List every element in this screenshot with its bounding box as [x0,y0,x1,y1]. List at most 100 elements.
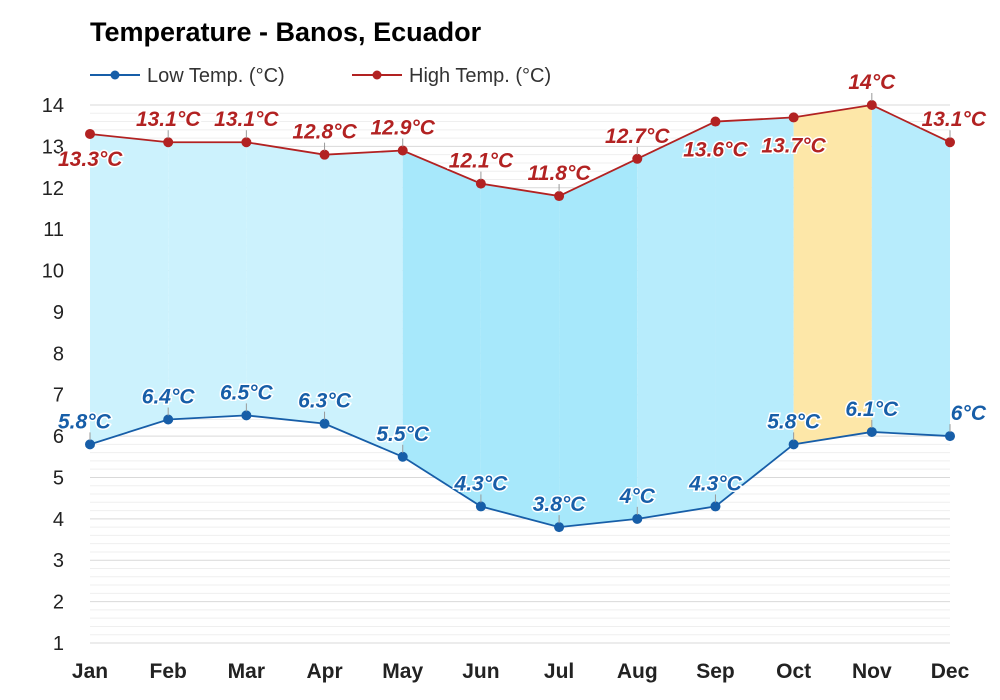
high-temp-label: 13.1°C [922,108,987,131]
low-temp-point[interactable] [945,431,955,442]
low-temp-point[interactable] [85,439,95,450]
high-temp-point[interactable] [241,137,252,148]
y-tick-label: 5 [53,467,64,489]
high-temp-point[interactable] [710,116,721,127]
high-temp-point[interactable] [397,145,408,156]
low-temp-label: 4.3°C [688,472,743,495]
x-tick-label: Nov [852,660,892,683]
low-temp-label: 4°C [619,485,656,508]
range-band [715,117,794,507]
x-tick-label: Mar [228,660,265,683]
range-band [559,158,638,528]
low-temp-label: 5.8°C [767,410,821,433]
x-tick-label: Apr [306,660,342,683]
legend-low-marker [110,70,120,80]
range-band [246,142,325,424]
high-temp-point[interactable] [319,149,330,160]
legend-item-low[interactable]: Low Temp. (°C) [90,65,285,87]
y-tick-label: 3 [53,550,64,572]
low-temp-point[interactable] [866,426,877,437]
high-temp-point[interactable] [632,153,643,164]
range-band [324,150,403,457]
legend: Low Temp. (°C) High Temp. (°C) [90,65,551,87]
y-tick-label: 13 [42,136,64,158]
series [85,100,955,533]
legend-high-marker [372,70,382,80]
high-temp-point[interactable] [788,112,799,123]
y-tick-label: 8 [53,343,64,365]
high-temp-label: 11.8°C [528,162,592,185]
y-tick-label: 11 [43,219,64,241]
y-tick-label: 2 [53,592,64,614]
high-temp-label: 13.7°C [761,134,826,157]
y-tick-label: 9 [53,302,64,324]
low-temp-label: 6.3°C [298,390,352,413]
low-temp-line [89,414,951,529]
high-temp-point[interactable] [163,137,174,148]
range-band [402,150,481,507]
low-temp-label: 3.8°C [533,493,587,516]
low-temp-label: 6.1°C [845,398,899,421]
range-band [480,183,560,528]
low-temp-label: 6°C [951,402,987,425]
low-temp-label: 6.5°C [220,381,274,404]
low-temp-point[interactable] [163,414,174,425]
range-band [90,133,169,445]
high-temp-point[interactable] [866,100,877,110]
high-temp-point[interactable] [554,191,565,202]
y-tick-label: 10 [42,261,64,283]
x-tick-label: Oct [776,660,811,683]
high-temp-label: 12.8°C [292,121,357,144]
x-tick-label: Jan [72,660,108,683]
x-tick-label: Sep [696,660,735,683]
low-temp-label: 5.8°C [58,410,112,433]
high-temp-label: 14°C [848,71,896,94]
low-temp-point[interactable] [632,513,643,524]
high-temp-point[interactable] [85,128,95,139]
x-tick-label: Feb [150,660,187,683]
low-temp-point[interactable] [554,522,565,533]
low-temp-point[interactable] [475,501,486,512]
x-tick-label: May [382,660,423,683]
low-temp-point[interactable] [788,439,799,450]
high-temp-line [89,104,951,197]
range-band [871,105,950,437]
range-band [637,121,716,519]
high-temp-label: 12.9°C [371,117,436,140]
low-temp-label: 4.3°C [454,472,509,495]
low-temp-point[interactable] [710,501,721,512]
high-temp-label: 13.1°C [136,108,201,131]
high-temp-label: 13.1°C [214,108,279,131]
y-tick-label: 6 [53,426,64,448]
range-band [168,142,247,420]
chart-title: Temperature - Banos, Ecuador [90,17,482,47]
x-tick-label: Jun [462,660,499,683]
legend-high-label: High Temp. (°C) [409,65,551,87]
x-tick-label: Aug [617,660,658,683]
legend-low-label: Low Temp. (°C) [147,65,285,87]
high-temp-point[interactable] [475,178,486,189]
low-temp-point[interactable] [319,418,330,429]
low-temp-label: 6.4°C [142,386,196,409]
data-labels: 5.8°C 6.4°C 6.5°C 6.3°C 5.5°C 4.3°C 3.8°C 4°C 4.… [57,70,988,524]
low-temp-point[interactable] [397,451,408,462]
y-tick-label: 7 [53,385,64,407]
range-band [793,105,872,445]
high-temp-label: 13.3°C [58,148,123,171]
high-temp-label: 13.6°C [683,139,748,162]
low-temp-label: 5.5°C [376,423,430,446]
y-tick-label: 1 [53,633,64,655]
high-temp-label: 12.1°C [449,150,514,173]
legend-item-high[interactable]: High Temp. (°C) [352,65,551,87]
x-tick-label: Jul [544,660,574,683]
y-tick-label: 14 [42,95,64,117]
y-tick-label: 12 [42,178,64,200]
y-tick-label: 4 [53,509,64,531]
x-tick-label: Dec [931,660,970,683]
high-temp-point[interactable] [945,137,955,148]
range-bands [90,105,950,528]
low-temp-point[interactable] [241,410,252,421]
